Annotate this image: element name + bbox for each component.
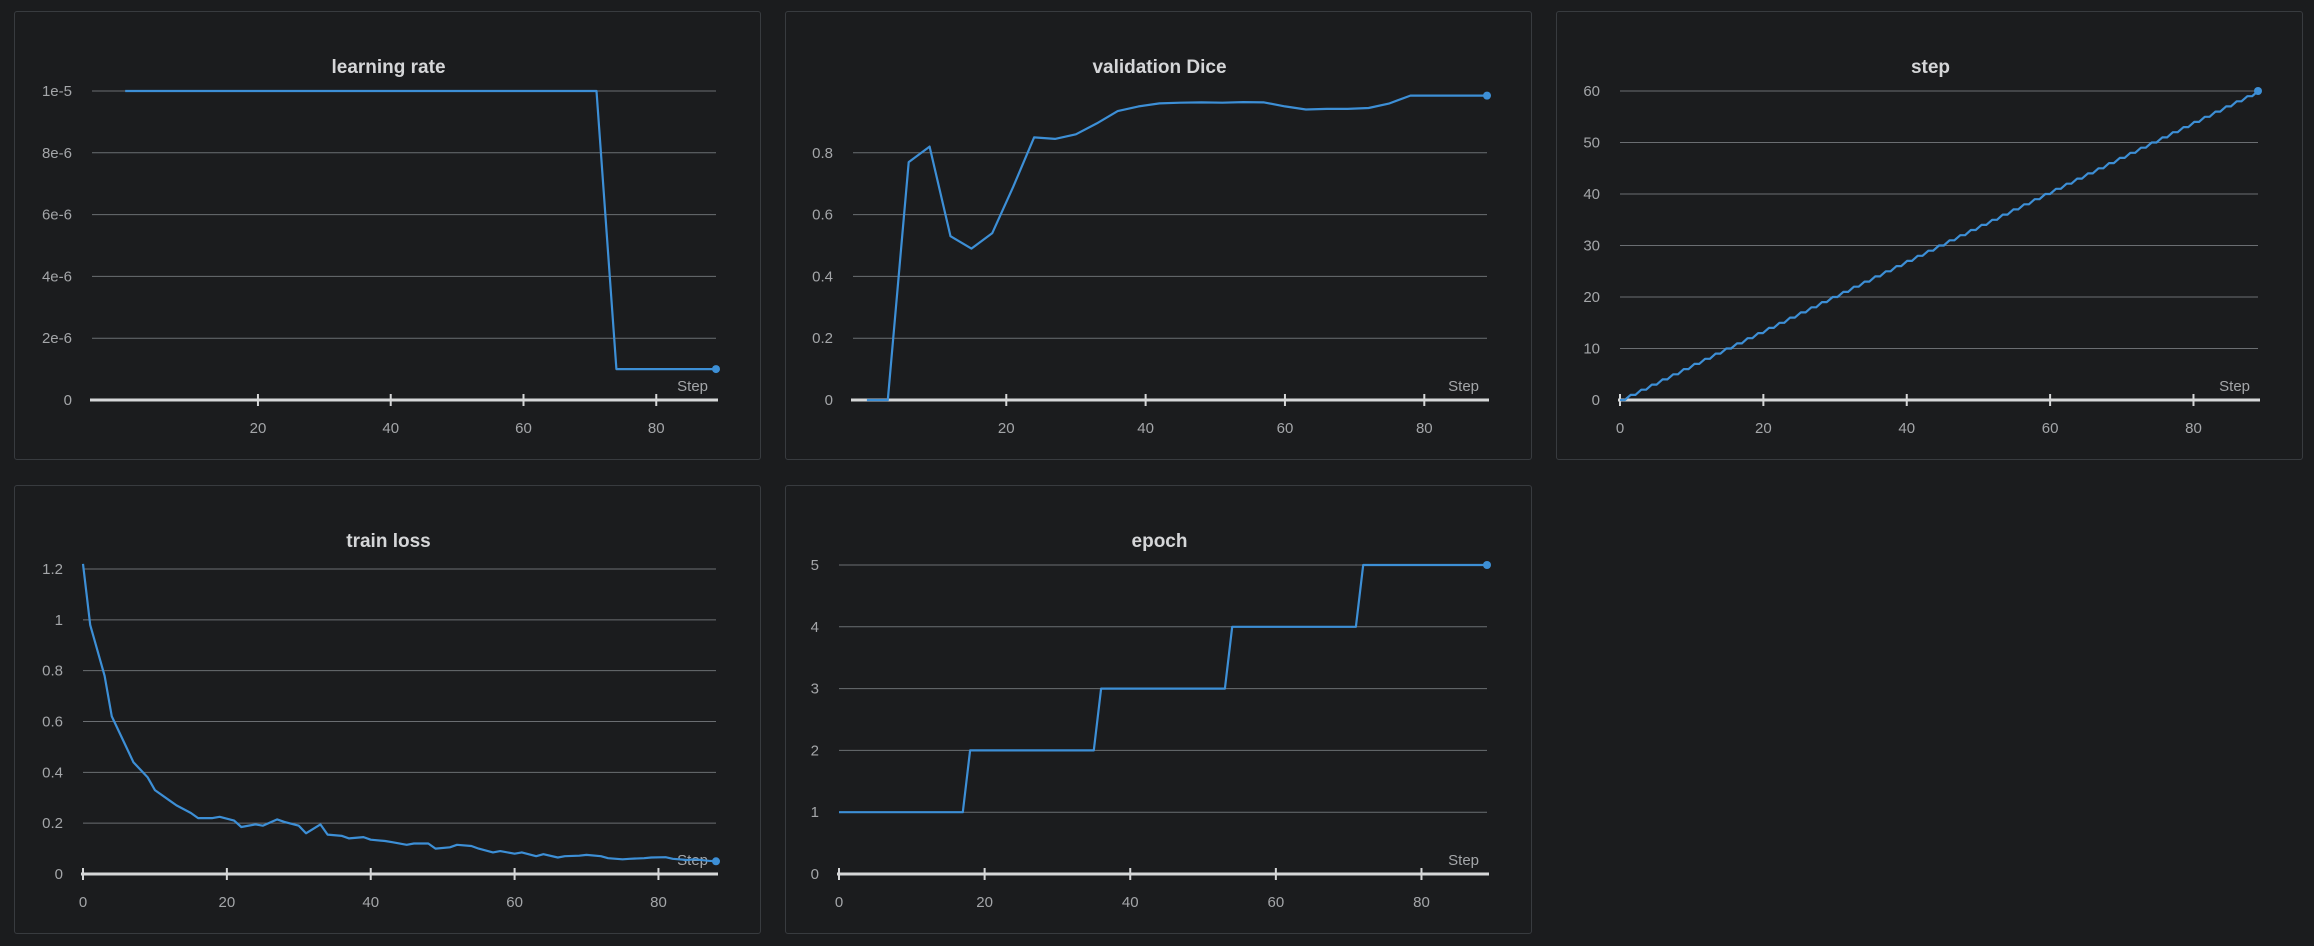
y-tick-label: 0 bbox=[64, 392, 72, 409]
y-tick-label: 0.2 bbox=[42, 815, 63, 832]
chart-validation-dice: validation Dice 0 0.2 0.4 0.6 0.8 20 40 60 80 Step bbox=[812, 57, 1491, 437]
panel-learning-rate[interactable]: learning rate 0 2e-6 4e-6 6e-6 8e-6 1e-5 20 40 60… bbox=[14, 11, 761, 460]
y-tick-label: 4 bbox=[811, 619, 819, 636]
x-tick-label: 20 bbox=[998, 420, 1015, 437]
y-tick-label: 2 bbox=[811, 742, 819, 759]
y-tick-label: 1 bbox=[55, 612, 63, 629]
y-tick-label: 30 bbox=[1583, 238, 1600, 255]
chart-epoch: epoch 0 1 2 3 4 5 0 20 40 60 80 Step bbox=[811, 531, 1491, 911]
x-tick-label: 80 bbox=[650, 894, 667, 911]
y-tick-label: 0 bbox=[811, 866, 819, 883]
y-tick-label: 0.4 bbox=[812, 268, 833, 285]
x-axis-title: Step bbox=[677, 378, 708, 395]
chart-title: validation Dice bbox=[1092, 57, 1226, 78]
y-tick-label: 0 bbox=[1592, 392, 1600, 409]
chart-learning-rate: learning rate 0 2e-6 4e-6 6e-6 8e-6 1e-5 20 40 60… bbox=[42, 57, 720, 437]
panel-validation-dice[interactable]: validation Dice 0 0.2 0.4 0.6 0.8 20 40 60 80 Step bbox=[785, 11, 1532, 460]
y-tick-label: 5 bbox=[811, 557, 819, 574]
x-tick-label: 20 bbox=[219, 894, 236, 911]
y-tick-label: 3 bbox=[811, 681, 819, 698]
x-tick-label: 40 bbox=[382, 420, 399, 437]
x-tick-label: 40 bbox=[362, 894, 379, 911]
x-tick-label: 60 bbox=[2042, 420, 2059, 437]
y-tick-label: 1e-5 bbox=[42, 83, 72, 100]
x-tick-label: 0 bbox=[1616, 420, 1624, 437]
x-axis-title: Step bbox=[1448, 378, 1479, 395]
y-tick-label: 1.2 bbox=[42, 561, 63, 578]
last-point-marker[interactable] bbox=[2254, 87, 2262, 95]
x-tick-label: 20 bbox=[1755, 420, 1772, 437]
y-tick-label: 0.6 bbox=[812, 207, 833, 224]
x-tick-label: 40 bbox=[1122, 894, 1139, 911]
series-line-epoch[interactable] bbox=[839, 563, 1487, 814]
y-tick-label: 40 bbox=[1583, 186, 1600, 203]
series-line-learning-rate[interactable] bbox=[125, 89, 716, 371]
x-tick-label: 0 bbox=[79, 894, 87, 911]
x-tick-label: 60 bbox=[1277, 420, 1294, 437]
chart-title: step bbox=[1911, 57, 1950, 78]
last-point-marker[interactable] bbox=[1483, 561, 1491, 569]
x-tick-label: 60 bbox=[1268, 894, 1285, 911]
y-tick-label: 60 bbox=[1583, 83, 1600, 100]
y-tick-label: 50 bbox=[1583, 135, 1600, 152]
last-point-marker[interactable] bbox=[1483, 91, 1491, 100]
y-tick-label: 0.8 bbox=[42, 663, 63, 680]
x-tick-label: 80 bbox=[1413, 894, 1430, 911]
panel-train-loss[interactable]: train loss 0 0.2 0.4 0.6 0.8 1 1.2 0 20 40 60 80 Step bbox=[14, 485, 761, 934]
last-point-marker[interactable] bbox=[712, 857, 720, 866]
y-tick-label: 0.2 bbox=[812, 330, 833, 347]
x-tick-label: 20 bbox=[250, 420, 267, 437]
y-tick-label: 0.4 bbox=[42, 764, 63, 781]
x-tick-label: 80 bbox=[1416, 420, 1433, 437]
chart-step: step 0 10 20 30 40 50 60 0 20 40 60 80 Step bbox=[1583, 57, 2262, 437]
chart-title: epoch bbox=[1132, 531, 1188, 552]
y-tick-label: 6e-6 bbox=[42, 207, 72, 224]
x-tick-label: 0 bbox=[835, 894, 843, 911]
chart-title: learning rate bbox=[331, 57, 445, 78]
series-line-validation-dice[interactable] bbox=[866, 94, 1487, 402]
y-tick-label: 0 bbox=[825, 392, 833, 409]
chart-title: train loss bbox=[346, 531, 430, 552]
series-line-step[interactable] bbox=[1620, 90, 2259, 402]
y-tick-label: 0.8 bbox=[812, 145, 833, 162]
panel-step[interactable]: step 0 10 20 30 40 50 60 0 20 40 60 80 Step bbox=[1556, 11, 2303, 460]
x-tick-label: 40 bbox=[1898, 420, 1915, 437]
panel-epoch[interactable]: epoch 0 1 2 3 4 5 0 20 40 60 80 Step bbox=[785, 485, 1532, 934]
y-tick-label: 20 bbox=[1583, 289, 1600, 306]
last-point-marker[interactable] bbox=[712, 365, 720, 374]
y-tick-label: 2e-6 bbox=[42, 330, 72, 347]
x-axis-title: Step bbox=[2219, 378, 2250, 395]
y-tick-label: 0 bbox=[55, 866, 63, 883]
y-tick-label: 1 bbox=[811, 804, 819, 821]
x-tick-label: 80 bbox=[648, 420, 665, 437]
y-tick-label: 10 bbox=[1583, 341, 1600, 358]
y-tick-label: 0.6 bbox=[42, 714, 63, 731]
y-tick-label: 8e-6 bbox=[42, 145, 72, 162]
x-tick-label: 60 bbox=[515, 420, 532, 437]
x-tick-label: 60 bbox=[506, 894, 523, 911]
x-tick-label: 40 bbox=[1137, 420, 1154, 437]
x-tick-label: 20 bbox=[976, 894, 993, 911]
y-tick-label: 4e-6 bbox=[42, 268, 72, 285]
series-line-train-loss[interactable] bbox=[81, 563, 717, 863]
x-tick-label: 80 bbox=[2185, 420, 2202, 437]
x-axis-title: Step bbox=[1448, 852, 1479, 869]
